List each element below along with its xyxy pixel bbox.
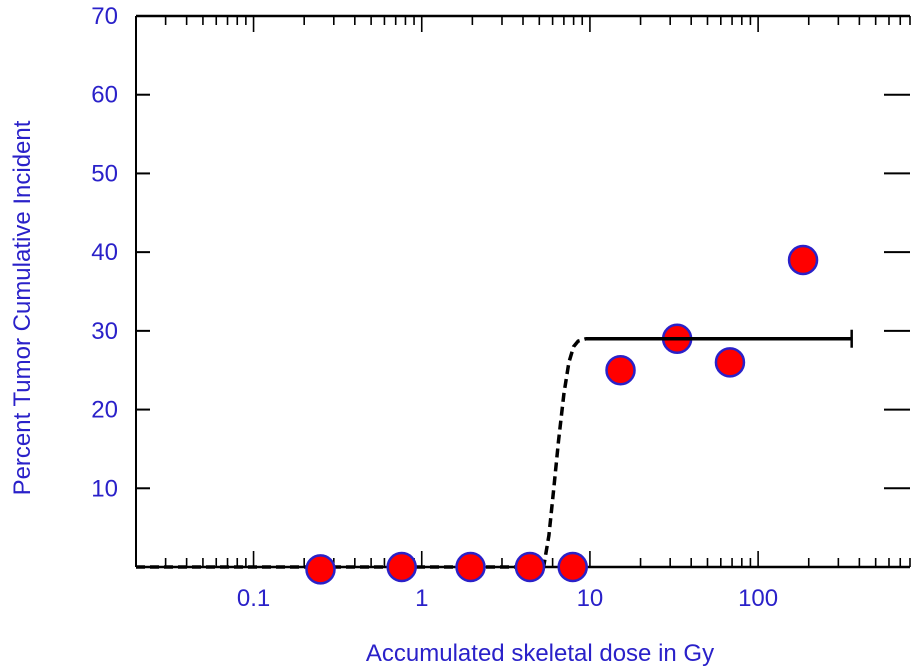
axis-ticks <box>135 15 911 567</box>
data-point <box>557 551 588 583</box>
x-tick-label: 0.1 <box>237 585 270 612</box>
x-axis-title: Accumulated skeletal dose in Gy <box>366 640 714 667</box>
data-point <box>605 354 636 386</box>
y-tick-label: 50 <box>91 160 118 187</box>
data-point <box>787 244 819 276</box>
fit-curve <box>136 336 852 569</box>
y-tick-label: 30 <box>91 318 118 345</box>
y-tick-label: 20 <box>91 397 118 424</box>
y-tick-label: 10 <box>91 475 118 502</box>
data-point <box>514 551 546 583</box>
y-tick-label: 70 <box>91 3 118 30</box>
plot-frame <box>135 14 910 569</box>
data-point <box>305 554 336 585</box>
data-point <box>386 551 417 583</box>
data-point <box>714 347 746 378</box>
y-tick-label: 40 <box>91 239 118 266</box>
x-tick-label: 1 <box>415 585 428 612</box>
data-points <box>305 244 819 585</box>
y-axis-title: Percent Tumor Cumulative Incident <box>9 120 36 495</box>
y-tick-labels: 10 20 30 40 50 60 70 <box>91 3 118 502</box>
x-tick-label: 10 <box>577 585 604 612</box>
y-tick-label: 60 <box>91 82 118 109</box>
x-tick-labels: 0.1 1 10 100 <box>237 585 778 612</box>
data-point <box>455 551 486 583</box>
x-tick-label: 100 <box>738 585 778 612</box>
